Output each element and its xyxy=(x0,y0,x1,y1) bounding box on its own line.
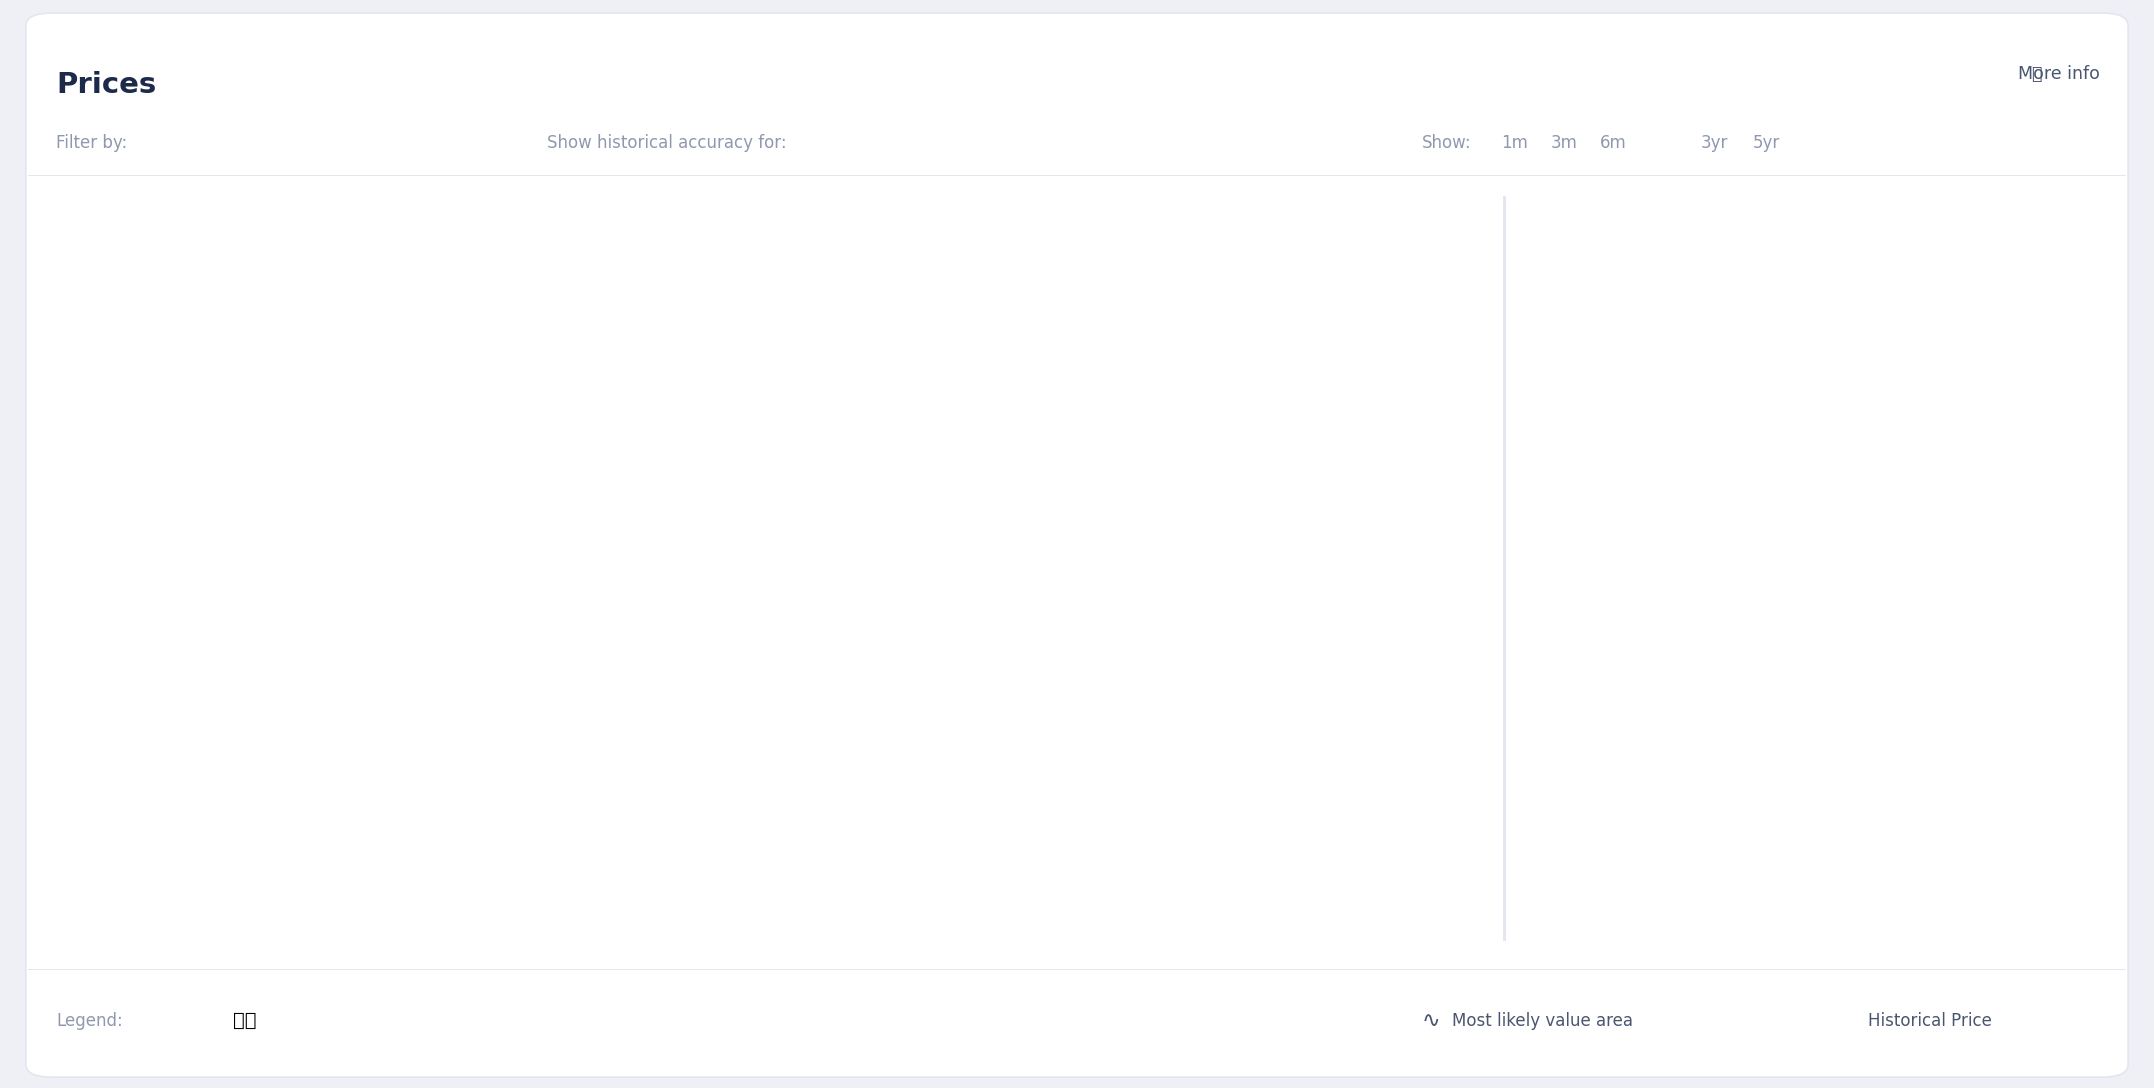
Text: ⓘ: ⓘ xyxy=(2031,65,2042,84)
Text: Lettuce: Lettuce xyxy=(1544,374,1613,394)
Text: Historical Accuracy: Historical Accuracy xyxy=(1544,248,1799,272)
Text: Show historical accuracy for:: Show historical accuracy for: xyxy=(547,134,786,152)
Text: 3yr: 3yr xyxy=(1702,134,1728,152)
Text: Based on the performance of the last 2 years: Based on the performance of the last 2 y… xyxy=(1544,866,1876,881)
Text: 1yr: 1yr xyxy=(1646,132,1676,147)
Text: 6m: 6m xyxy=(1600,134,1626,152)
Text: 3m: 3m xyxy=(1551,134,1577,152)
Text: 1m: 1m xyxy=(1501,134,1527,152)
Text: 🇪🇸: 🇪🇸 xyxy=(233,1011,256,1030)
Text: ∨: ∨ xyxy=(411,132,422,147)
Circle shape xyxy=(181,1004,220,1037)
Text: Historical Price: Historical Price xyxy=(1868,1012,1992,1029)
Text: ES (EC): ES (EC) xyxy=(1822,374,1891,394)
Text: ∨: ∨ xyxy=(1157,132,1170,147)
Text: + Vesper: + Vesper xyxy=(616,474,982,543)
Text: 5yr: 5yr xyxy=(1753,134,1779,152)
Text: Products (1): Products (1) xyxy=(250,132,347,147)
Text: 88%: 88% xyxy=(2042,374,2087,394)
Text: Show:: Show: xyxy=(1422,134,1471,152)
Text: More info: More info xyxy=(2018,65,2100,84)
Text: ∿: ∿ xyxy=(1422,1011,1441,1030)
Text: Prices: Prices xyxy=(56,71,157,99)
Text: Lettuce (ES, EC): Lettuce (ES, EC) xyxy=(319,1013,448,1028)
Text: 1 month: 1 month xyxy=(1030,132,1099,147)
Text: Most likely value area: Most likely value area xyxy=(1452,1012,1633,1029)
Text: Legend:: Legend: xyxy=(56,1012,123,1029)
Text: Filter by:: Filter by: xyxy=(56,134,127,152)
